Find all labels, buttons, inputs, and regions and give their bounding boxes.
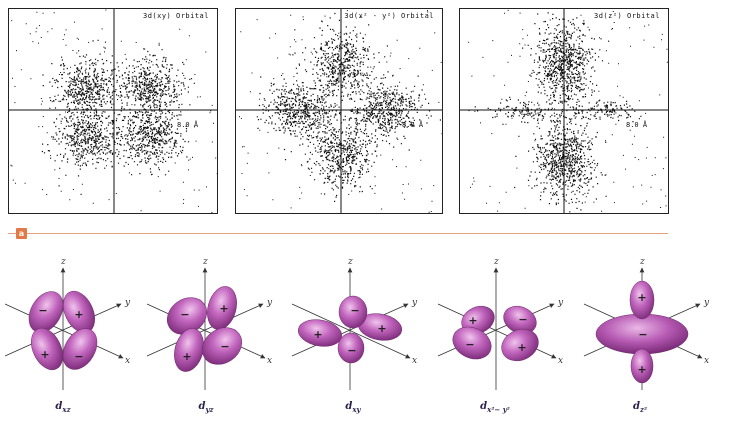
plus-sign: + <box>219 302 228 315</box>
orbital-label-dz2: dz² <box>632 401 648 414</box>
scatter-panel-z2: 3d(z²) Orbital 8.0 Å <box>459 8 669 214</box>
minus-sign: − <box>465 338 474 351</box>
orbital-dz2: z y x + − + <box>583 257 710 390</box>
plus-sign: + <box>74 308 83 321</box>
lobe <box>338 295 368 329</box>
plus-sign: + <box>637 363 646 376</box>
y-axis <box>146 303 264 357</box>
lobe <box>201 327 243 365</box>
plus-sign: + <box>468 314 477 327</box>
y-axis-label: y <box>703 298 710 308</box>
x-axis <box>437 303 557 359</box>
y-axis-label: y <box>411 298 418 308</box>
lobe <box>62 328 98 370</box>
scatter-plot-xy <box>9 9 217 213</box>
orbital-dyz: z y x − + + − <box>146 257 273 390</box>
panel-title: 3d(xy) Orbital <box>142 12 209 20</box>
minus-sign: − <box>180 308 189 321</box>
scale-label: 8.0 Å <box>626 121 648 129</box>
scatter-axes <box>236 9 442 213</box>
lobe <box>630 348 654 384</box>
lobe <box>207 286 237 330</box>
minus-sign: − <box>518 313 527 326</box>
section-divider <box>8 233 668 234</box>
y-axis-label: y <box>266 298 273 308</box>
z-axis-label: z <box>493 257 499 267</box>
scatter-axes <box>460 9 668 213</box>
scatter-plot-x2y2 <box>236 9 442 213</box>
orbital-shapes: z y x − + + − z y x − + + − z y x + + − − z y x + − − + z y x + − + <box>4 257 710 390</box>
lobe <box>629 280 655 320</box>
scatter-points <box>468 9 668 213</box>
plus-sign: + <box>313 328 322 341</box>
section-tag: a <box>16 228 27 239</box>
x-axis <box>4 303 124 359</box>
z-axis-label: z <box>202 257 208 267</box>
scatter-plot-z2 <box>460 9 668 213</box>
panel-title: 3d(x² - y²) Orbital <box>344 12 434 20</box>
orbital-label-dx2y2: dx²− y² <box>480 401 510 414</box>
x-axis <box>291 303 411 359</box>
y-axis-label: y <box>124 298 131 308</box>
minus-sign: − <box>38 304 47 317</box>
minus-sign: − <box>638 328 647 341</box>
panel-title: 3d(z²) Orbital <box>593 12 660 20</box>
lobe <box>452 326 492 360</box>
x-axis-label: x <box>558 356 563 366</box>
scatter-points <box>10 9 217 213</box>
scatter-axes <box>9 9 217 213</box>
plus-sign: + <box>182 350 191 363</box>
z-axis-label: z <box>639 257 645 267</box>
orbital-label-dxz: dxz <box>55 401 71 414</box>
x-axis-label: x <box>704 356 709 366</box>
lobe <box>337 332 365 364</box>
z-axis-label: z <box>347 257 353 267</box>
minus-sign: − <box>74 350 83 363</box>
plus-sign: + <box>377 322 386 335</box>
scale-label: 8.0 Å <box>402 121 424 129</box>
orbital-label-dxy: dxy <box>345 401 361 414</box>
scale-label: 8.0 Å <box>177 121 199 129</box>
minus-sign: − <box>350 304 359 317</box>
plus-sign: + <box>637 291 646 304</box>
x-axis <box>146 303 266 359</box>
orbital-label-dyz: dyz <box>198 401 214 414</box>
orbital-dx2y2: z y x + − − + <box>437 257 564 390</box>
lobe <box>501 328 539 362</box>
lobe <box>31 327 63 371</box>
z-axis-label: z <box>60 257 66 267</box>
orbital-dxy: z y x + + − − <box>291 257 418 390</box>
lobe <box>297 319 343 347</box>
y-axis <box>291 303 409 357</box>
x-axis-label: x <box>412 356 417 366</box>
x-axis-label: x <box>125 356 130 366</box>
scatter-panel-xy: 3d(xy) Orbital 8.0 Å <box>8 8 218 214</box>
orbital-dxz: z y x − + + − <box>4 257 131 390</box>
plus-sign: + <box>40 348 49 361</box>
y-axis <box>4 303 122 357</box>
y-axis-label: y <box>557 298 564 308</box>
minus-sign: − <box>220 340 229 353</box>
x-axis-label: x <box>267 356 272 366</box>
minus-sign: − <box>347 344 356 357</box>
scatter-panel-x2y2: 3d(x² - y²) Orbital 8.0 Å <box>235 8 443 214</box>
plus-sign: + <box>517 341 526 354</box>
